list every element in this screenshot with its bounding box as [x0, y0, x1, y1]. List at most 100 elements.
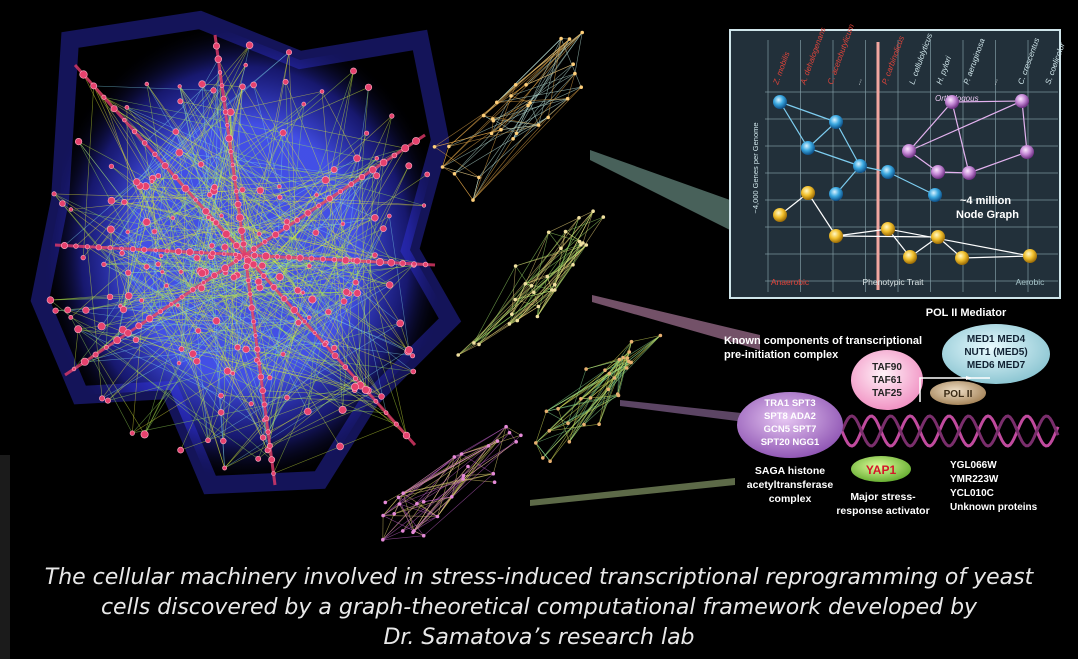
ortholog-edge — [907, 100, 1023, 152]
subnetwork-edge — [604, 341, 632, 371]
subnetwork-edge — [537, 244, 587, 317]
subnetwork-edge — [511, 217, 580, 315]
network-edge — [201, 86, 243, 274]
subnetwork-node — [616, 393, 621, 398]
subnetwork-edge — [549, 377, 615, 462]
subnetwork-node — [545, 274, 550, 279]
network-node — [364, 83, 373, 91]
known-components-line1: Known components of transcriptional — [724, 335, 922, 347]
subnetwork-edge — [496, 38, 562, 103]
network-node — [368, 166, 377, 174]
network-edge — [322, 70, 354, 260]
network-node — [247, 291, 253, 297]
network-node — [175, 148, 184, 157]
network-edge — [124, 119, 343, 411]
subnetwork-node — [435, 514, 440, 519]
network-node — [314, 192, 319, 198]
subnetwork-node — [459, 452, 464, 456]
network-edge — [348, 165, 410, 294]
subnetwork-edge — [547, 211, 594, 277]
network-edge — [224, 371, 414, 469]
network-node — [250, 81, 257, 89]
network-node — [177, 98, 184, 105]
subnetwork-node — [532, 290, 536, 295]
network-node — [198, 250, 204, 256]
subnetwork-edge — [496, 38, 570, 103]
subnetwork-node — [546, 230, 551, 235]
network-node — [232, 241, 241, 250]
subnetwork-node — [504, 424, 508, 429]
network-edge — [107, 241, 266, 401]
network-edge — [93, 85, 214, 91]
network-edge — [122, 329, 272, 460]
network-edge — [321, 91, 346, 368]
network-node — [391, 152, 398, 159]
network-node — [233, 252, 238, 257]
subnetwork-edge — [473, 217, 580, 344]
network-edge — [136, 181, 268, 451]
network-node — [268, 456, 276, 464]
subnetwork-edge — [525, 63, 574, 86]
subnetwork-node — [514, 440, 518, 444]
network-edge — [98, 247, 414, 372]
network-node — [59, 200, 66, 207]
subnetwork-edge — [509, 289, 555, 325]
network-node — [68, 207, 74, 212]
network-edge — [78, 328, 259, 460]
network-node — [168, 301, 174, 307]
subnetwork-edge — [614, 362, 632, 379]
subnetwork-edge — [458, 306, 539, 356]
network-node — [221, 251, 227, 257]
network-node — [386, 281, 394, 289]
network-node — [353, 154, 361, 163]
subnetwork-edge — [549, 423, 600, 432]
network-node — [259, 387, 267, 395]
network-edge — [203, 282, 238, 348]
network-edge — [212, 219, 309, 412]
subnetwork-edge — [472, 73, 576, 201]
network-node — [302, 319, 307, 324]
subnetwork-node — [565, 96, 570, 101]
network-node — [218, 70, 223, 75]
network-node — [176, 360, 182, 366]
subnetwork-edge — [492, 118, 517, 134]
network-node — [353, 289, 362, 297]
network-node — [202, 207, 210, 216]
subnetwork-edge — [590, 335, 661, 399]
subnetwork-edge — [416, 503, 438, 517]
network-node — [181, 184, 190, 193]
network-node — [301, 101, 307, 107]
subnetwork-edge — [442, 146, 450, 168]
network-node — [132, 336, 140, 343]
subnetwork-edge — [383, 513, 395, 516]
network-node — [374, 156, 379, 161]
network-node — [331, 352, 339, 360]
network-edge — [282, 354, 341, 447]
network-edge — [219, 72, 222, 216]
subnetwork-node — [597, 422, 601, 427]
network-edge — [55, 305, 178, 311]
network-node — [405, 346, 413, 354]
network-node — [312, 330, 317, 336]
yap1-node — [851, 456, 911, 482]
network-edge — [120, 272, 129, 307]
network-node — [52, 307, 59, 314]
subnetwork-edge — [516, 117, 549, 134]
network-node — [219, 213, 224, 218]
network-node — [92, 351, 99, 358]
network-edge — [172, 151, 232, 219]
network-node — [350, 67, 357, 75]
subnetwork-edge — [423, 496, 452, 503]
network-node — [51, 191, 57, 197]
subnetwork-edge — [399, 503, 438, 517]
network-edge — [321, 91, 358, 159]
network-edge — [95, 354, 145, 435]
network-edge — [207, 321, 254, 441]
network-edge — [177, 305, 217, 322]
network-node — [80, 357, 89, 366]
network-edge — [132, 386, 356, 434]
gene-node-blue — [829, 115, 843, 129]
gene-node-purple — [962, 166, 976, 180]
network-node — [170, 215, 176, 221]
network-edge — [154, 231, 202, 289]
